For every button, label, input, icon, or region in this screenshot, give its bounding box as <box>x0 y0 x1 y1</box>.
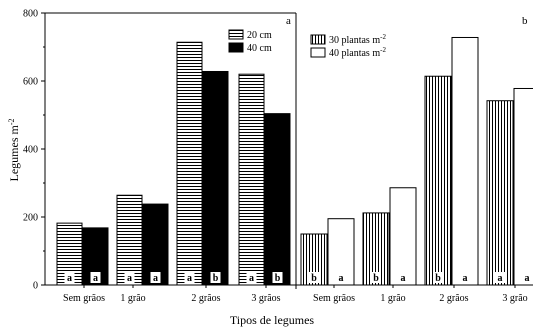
letter-bg <box>64 272 75 283</box>
legend-swatch <box>228 29 244 40</box>
y-tick-label: 200 <box>23 213 38 224</box>
significance-letter: b <box>435 273 441 284</box>
legend-label: 30 plantas m-2 <box>329 33 386 46</box>
significance-letter: a <box>525 273 530 284</box>
bar-b-2-3 <box>451 36 479 286</box>
letter-bg <box>460 272 470 283</box>
y-axis-title: Legumes m-2 <box>7 119 22 182</box>
significance-letter: a <box>67 273 72 284</box>
legend-label: 40 cm <box>247 43 272 54</box>
bar-b-2-1 <box>327 218 355 286</box>
legend-label: 20 cm <box>247 30 272 41</box>
x-tick-label: 1 grão <box>120 293 145 304</box>
panel-label-b: b <box>522 15 528 27</box>
significance-letter: a <box>498 273 503 284</box>
significance-letter: a <box>93 273 98 284</box>
bar-a-2-4 <box>264 113 291 286</box>
significance-letter: b <box>373 273 379 284</box>
letter-bg <box>272 272 283 283</box>
letter-bg <box>336 272 346 283</box>
significance-letter: b <box>275 273 281 284</box>
bar-a-1-4 <box>238 73 265 286</box>
letter-bg <box>90 272 101 283</box>
legend-swatch <box>310 34 326 45</box>
letter-bg <box>210 272 221 283</box>
letter-bg <box>124 272 135 283</box>
letter-bg <box>371 272 381 283</box>
y-tick-label: 600 <box>23 77 38 88</box>
x-tick-label: 2 grãos <box>191 293 220 304</box>
significance-letter: b <box>311 273 317 284</box>
x-tick-label: Sem grãos <box>313 293 355 304</box>
bar-b-2-4 <box>513 87 533 286</box>
bar-a-2-2 <box>142 203 169 286</box>
bar-a-1-2 <box>116 194 143 286</box>
letter-bg <box>150 272 161 283</box>
legend-swatch <box>310 47 326 58</box>
significance-letter: a <box>187 273 192 284</box>
significance-letter: a <box>153 273 158 284</box>
significance-letter: a <box>249 273 254 284</box>
letter-bg <box>495 272 505 283</box>
significance-letter: a <box>339 273 344 284</box>
x-tick-label: 3 grão <box>502 293 527 304</box>
x-axis-title: Tipos de legumes <box>230 313 315 327</box>
letter-bg <box>433 272 443 283</box>
significance-letter: b <box>213 273 219 284</box>
panel-label-a: a <box>286 15 291 27</box>
bar-a-2-3 <box>202 70 229 286</box>
x-tick-label: 2 grãos <box>439 293 468 304</box>
y-tick-label: 400 <box>23 145 38 156</box>
letter-bg <box>309 272 319 283</box>
letter-bg <box>522 272 532 283</box>
legend-label: 40 plantas m-2 <box>329 46 386 59</box>
letter-bg <box>398 272 408 283</box>
significance-letter: a <box>401 273 406 284</box>
bar-b-1-4 <box>486 100 514 286</box>
bar-b-2-2 <box>389 187 417 286</box>
significance-letter: a <box>127 273 132 284</box>
x-tick-label: Sem grãos <box>63 293 105 304</box>
bar-b-1-2 <box>362 212 390 286</box>
x-tick-label: 3 grãos <box>251 293 280 304</box>
bar-b-1-3 <box>424 75 452 286</box>
bar-a-1-3 <box>176 41 203 286</box>
y-tick-label: 800 <box>23 9 38 20</box>
letter-bg <box>246 272 257 283</box>
letter-bg <box>184 272 195 283</box>
legend-swatch <box>228 42 244 53</box>
significance-letter: a <box>463 273 468 284</box>
y-tick-label: 0 <box>33 281 38 292</box>
x-tick-label: 1 grão <box>380 293 405 304</box>
